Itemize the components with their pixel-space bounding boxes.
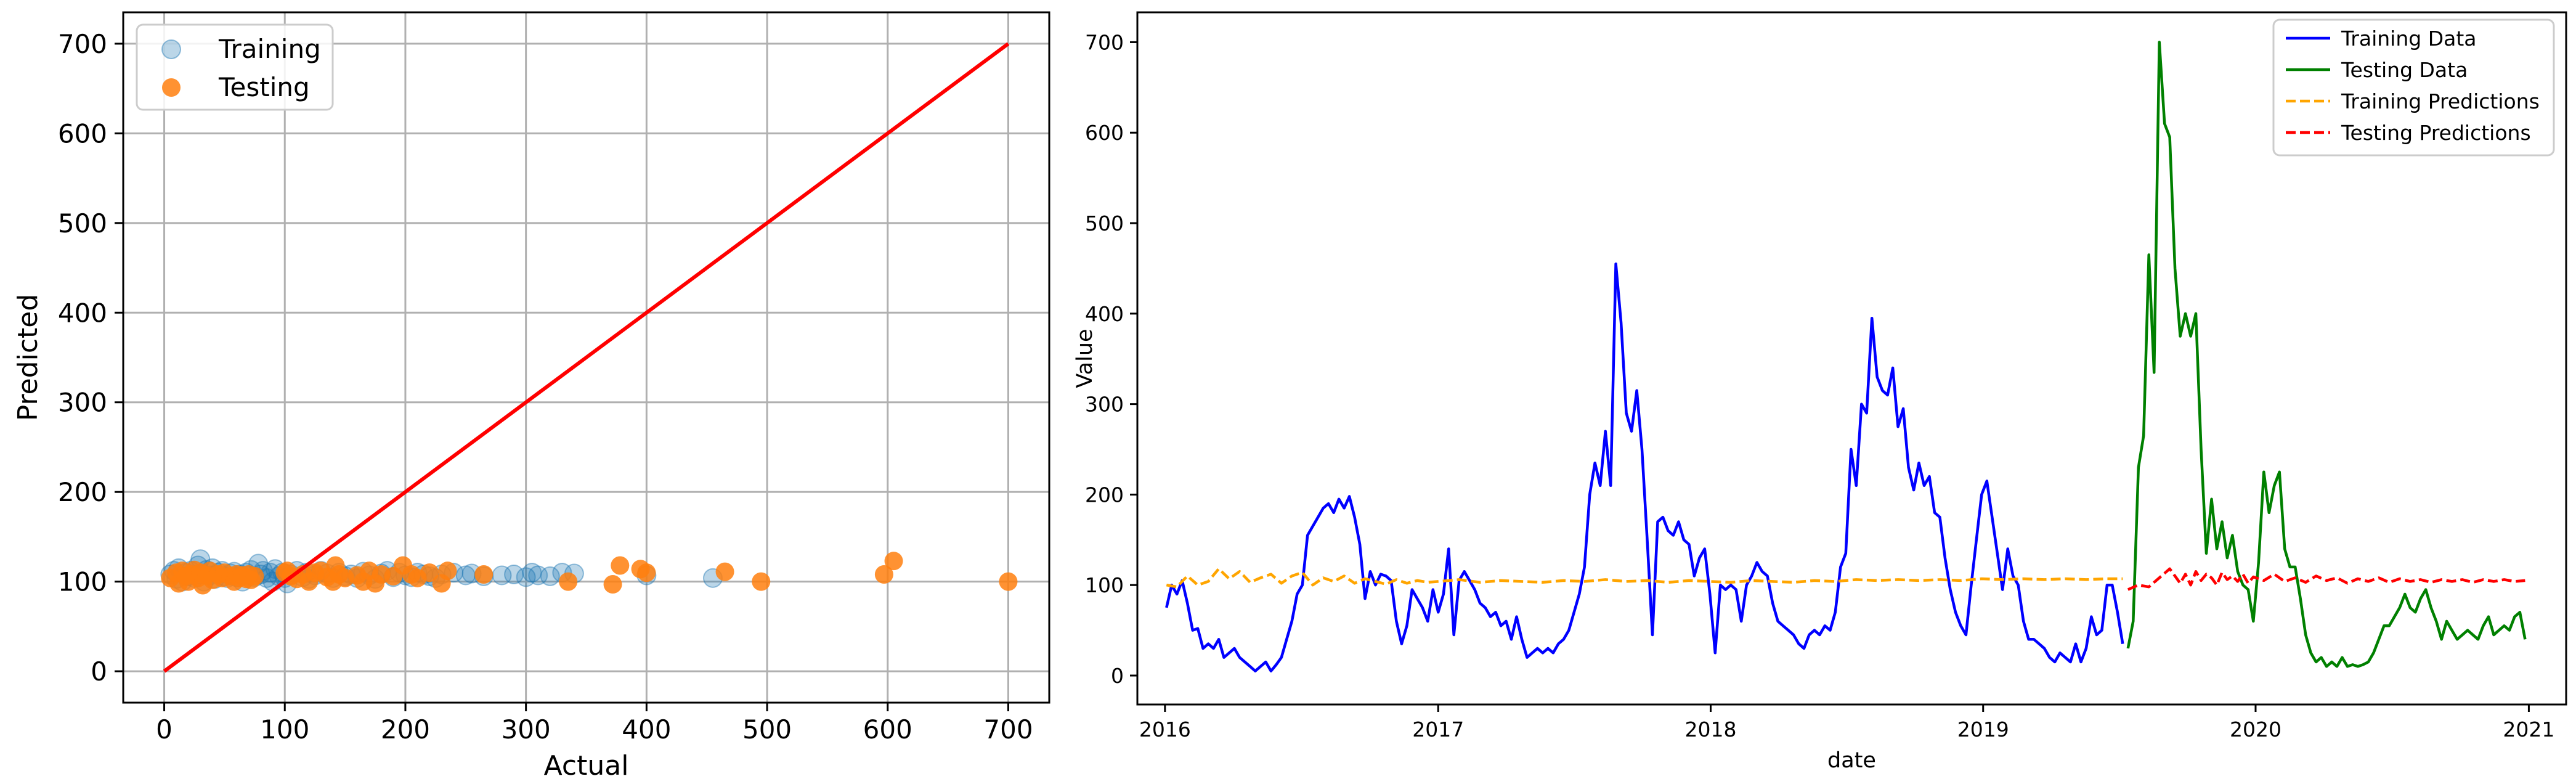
x-tick-label: 2017 [1412,717,1464,741]
y-tick-label: 100 [58,567,107,597]
y-tick-label: 0 [1111,664,1124,688]
legend: Training Testing [136,23,334,111]
x-tick-label: 600 [863,714,912,745]
y-tick-label: 400 [1085,302,1124,326]
x-tick-label: 100 [260,714,309,745]
x-tick-label: 2021 [2503,717,2554,741]
legend-label: Testing Data [2341,58,2468,82]
testing-point [752,572,771,591]
line-chart-time-series: 2016 2017 2018 2019 2020 2021 0 100 200 300 400 500… [1073,11,2567,773]
testing-point [420,563,439,582]
y-tick-label: 600 [1085,121,1124,145]
legend-marker-testing [162,78,181,97]
y-tick-label: 300 [1085,393,1124,417]
scatter-chart-actual-vs-predicted: 0 100 200 300 400 500 600 700 0 100 200 300 400 500 60… [12,11,1050,782]
x-tick-label: 2020 [2230,717,2281,741]
x-tick-label: 2019 [1957,717,2009,741]
x-tick-label: 400 [622,714,671,745]
training-point [522,563,542,583]
x-tick-label: 0 [156,714,173,745]
reference-line [163,42,1010,673]
training-point [540,566,560,586]
series-line-training-predictions [1166,567,2123,589]
y-tick-label: 200 [1085,483,1124,507]
training-point [504,565,524,584]
testing-point [438,561,457,581]
x-axis-label: date [1827,748,1876,773]
y-axis-label: Predicted [12,294,44,422]
y-tick-label: 100 [1085,573,1124,597]
x-tick-label: 2018 [1685,717,1737,741]
legend-label-testing: Testing [218,72,310,102]
testing-point [637,563,656,582]
training-point [516,567,536,587]
series-line-training-data [1165,262,2124,672]
y-tick-label: 700 [1085,30,1124,54]
legend-label: Training Data [2341,27,2477,51]
y-tick-label: 400 [58,298,107,328]
y-tick-label: 0 [91,656,107,687]
plot-frame [122,11,1050,704]
testing-point [603,575,622,594]
y-tick-label: 300 [58,388,107,418]
legend-label-training: Training [218,34,321,64]
legend-label: Training Predictions [2341,89,2540,113]
y-axis-label: Value [1073,329,1097,388]
legend: Training Data Testing Data Training Predic… [2272,18,2555,157]
y-tick-label: 600 [58,118,107,149]
testing-point [611,556,630,575]
y-tick-label: 500 [58,208,107,239]
x-tick-label: 700 [983,714,1033,745]
series-line-testing-predictions [2127,567,2525,591]
training-point [528,565,548,586]
legend-label: Testing Predictions [2341,121,2531,145]
series-line-testing-data [2126,41,2527,668]
plot-frame [1136,11,2567,706]
x-tick-label: 500 [742,714,792,745]
x-axis-label: Actual [544,750,629,782]
testing-point [715,562,734,581]
legend-box [2272,18,2555,157]
legend-marker-training [161,39,181,59]
y-tick-label: 700 [58,29,107,59]
testing-point [874,565,893,584]
series-testing [161,552,1018,595]
x-tick-label: 200 [381,714,430,745]
testing-point [474,565,494,584]
testing-point [245,566,264,586]
x-tick-label: 2016 [1139,717,1191,741]
testing-point [559,572,578,591]
y-tick-label: 200 [58,477,107,507]
testing-point [999,572,1018,591]
testing-point [884,552,903,571]
y-tick-label: 500 [1085,211,1124,235]
legend-box [136,23,334,111]
x-tick-label: 300 [502,714,551,745]
